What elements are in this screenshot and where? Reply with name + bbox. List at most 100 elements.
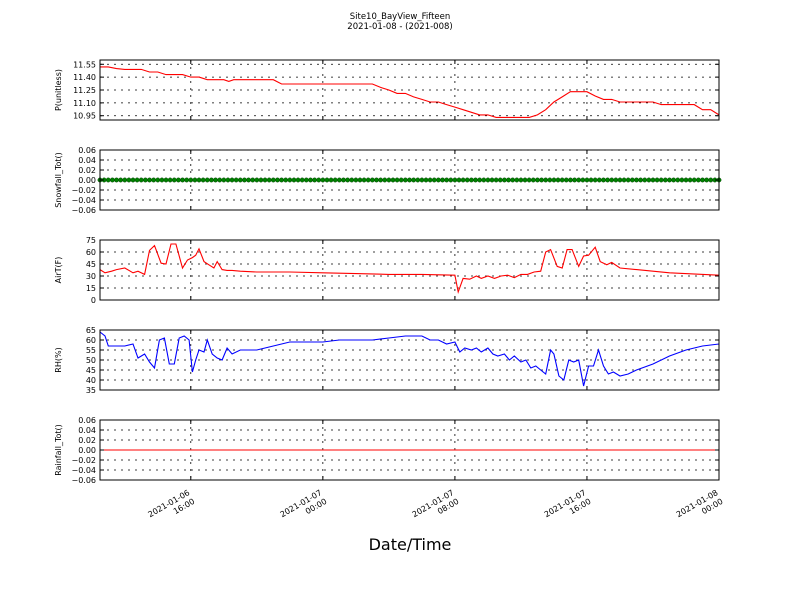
y-tick-label: 11.25 [73,86,96,95]
data-point [332,177,338,183]
data-point [229,177,235,183]
data-point [452,177,458,183]
data-point [675,177,681,183]
data-point [361,177,367,183]
data-point [444,177,450,183]
data-point [407,177,412,183]
series-line [100,66,720,118]
y-tick-label: 0.06 [78,416,96,425]
data-point [283,177,289,183]
data-point [634,177,639,183]
data-point [345,177,350,183]
data-point [489,177,495,183]
data-point [316,177,322,183]
y-axis-label: AirT(F) [54,257,63,284]
data-point [650,177,656,183]
y-tick-label: 45 [86,366,96,375]
y-tick-label: 75 [86,236,96,245]
data-point [596,177,602,183]
data-point [613,177,619,183]
subplot-3: 0 15 30 45 60 75 AirT(F) [54,236,720,305]
data-point [642,177,648,183]
data-point [464,177,470,183]
data-point [142,177,148,183]
data-point [114,177,119,183]
y-axis-label: Snowfall_Tot() [54,152,63,208]
data-point [555,177,561,183]
data-point [535,177,540,183]
data-point [353,177,359,183]
y-tick-label: 11.10 [73,99,96,108]
data-point [308,177,313,183]
y-tick-label: −0.06 [71,476,96,485]
data-point [262,177,268,183]
data-point [324,177,330,183]
data-point [312,177,317,183]
y-tick-label: 0.00 [78,176,96,185]
data-point [576,177,582,183]
y-tick-label: 45 [86,260,96,269]
y-tick-label: −0.02 [71,186,96,195]
data-point [530,177,536,183]
data-point [180,177,185,183]
data-point [543,177,549,183]
data-point [242,177,247,183]
y-tick-label: 0.04 [78,426,96,435]
data-point [700,177,705,183]
data-point [225,177,231,183]
data-point [217,177,223,183]
data-point [629,177,635,183]
data-point [159,177,165,183]
data-point [250,177,256,183]
y-tick-label: 55 [86,346,96,355]
data-point [601,177,606,183]
data-point [254,177,260,183]
x-axis-label: Date/Time [369,535,452,554]
data-point [440,177,445,183]
data-point [237,177,243,183]
data-point [378,177,384,183]
data-point [176,177,181,183]
y-tick-label: 50 [86,356,96,365]
y-tick-label: −0.02 [71,456,96,465]
data-point [547,177,553,183]
data-point [435,177,441,183]
data-point [233,177,239,183]
subplot-1: 10.95 11.10 11.25 11.40 11.55 P(unitless) [54,59,720,121]
data-point [609,177,615,183]
data-point [687,177,693,183]
data-point [638,177,643,183]
data-point [568,177,573,183]
data-point [295,177,301,183]
data-point [270,177,276,183]
data-point [477,177,483,183]
data-point [196,177,202,183]
y-tick-label: 15 [86,284,96,293]
data-point [184,177,190,183]
data-point [109,177,115,183]
data-point [138,177,144,183]
data-point [671,177,677,183]
data-point [246,177,251,183]
axes-frame [99,239,720,301]
y-tick-label: 0.00 [78,446,96,455]
series-line [99,331,720,387]
data-point [155,177,161,183]
data-point [279,177,284,183]
data-point [163,177,169,183]
data-point [646,177,652,183]
data-point [188,177,194,183]
y-tick-label: 0.02 [78,166,96,175]
data-point [592,177,598,183]
data-point [506,177,511,183]
data-point [559,177,565,183]
data-point [497,177,503,183]
y-tick-label: 65 [86,326,96,335]
